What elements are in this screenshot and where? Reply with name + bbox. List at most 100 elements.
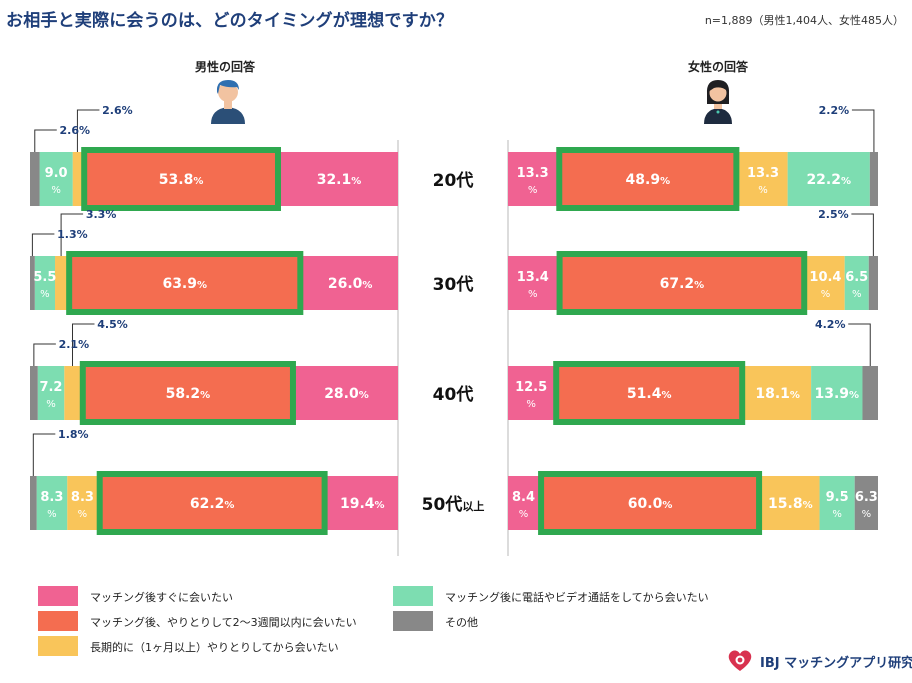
callout-leader-line — [851, 213, 874, 256]
bar-segment-other — [868, 256, 878, 310]
bar-segment-immediately — [326, 476, 398, 530]
value-label: 26.0% — [328, 276, 373, 292]
value-label: 32.1% — [317, 172, 362, 188]
value-label: 28.0% — [324, 386, 369, 402]
value-label: 8.3 — [71, 490, 94, 505]
value-label: 62.2% — [190, 496, 235, 512]
callout-value-label: 3.3% — [86, 208, 117, 221]
male-column-heading: 男性の回答 — [194, 60, 256, 74]
bar-segment-long-term — [55, 256, 68, 310]
value-unit-label: % — [519, 509, 529, 520]
bar-segment-immediately — [294, 366, 398, 420]
value-unit-label: % — [526, 399, 536, 410]
value-label: 6.3 — [855, 490, 878, 505]
value-unit-label: % — [862, 509, 872, 520]
bar-segment-other — [30, 152, 40, 206]
bar-segment-other — [30, 256, 35, 310]
sample-size-note: n=1,889（男性1,404人、女性485人） — [704, 14, 904, 27]
callout-value-label: 1.8% — [58, 428, 89, 441]
bar-segment-immediately — [508, 366, 555, 420]
bar-segment-after-call — [39, 152, 73, 206]
highlight-frame — [556, 147, 740, 211]
value-label: 58.2% — [166, 386, 211, 402]
highlight-frame — [553, 361, 746, 425]
value-label: 13.4 — [517, 270, 549, 285]
value-label: 63.9% — [162, 276, 207, 292]
callout-value-label: 4.5% — [97, 318, 128, 331]
callout-leader-line — [60, 213, 84, 256]
age-category-label: 30代 — [433, 274, 474, 295]
bar-segment-long-term — [738, 152, 788, 206]
heart-logo-icon — [728, 650, 752, 671]
bar-segment-after-call — [34, 256, 56, 310]
bar-segment-within-2-3-weeks — [539, 476, 762, 530]
callout-leader-line — [848, 323, 871, 366]
value-label: 60.0% — [628, 496, 673, 512]
value-unit-label: % — [758, 185, 768, 196]
bar-segment-other — [869, 152, 878, 206]
bar-segment-after-call — [819, 476, 855, 530]
bar-segment-after-call — [811, 366, 863, 420]
callout-value-label: 2.1% — [59, 338, 90, 351]
bar-segment-after-call — [36, 476, 68, 530]
value-label: 51.4% — [627, 386, 672, 402]
highlight-frame — [79, 361, 296, 425]
bar-segment-immediately — [279, 152, 398, 206]
brand-name: IBJ マッチングアプリ研究室 — [760, 656, 912, 671]
value-label: 9.5 — [826, 490, 849, 505]
value-label: 18.1% — [755, 386, 800, 402]
value-unit-label: % — [46, 399, 56, 410]
value-label: 12.5 — [515, 380, 547, 395]
bar-segment-within-2-3-weeks — [80, 366, 295, 420]
callout-value-label: 4.2% — [815, 318, 846, 331]
female-person-icon — [704, 80, 732, 124]
legend-swatch-after-call — [393, 586, 433, 606]
highlight-frame — [538, 471, 763, 535]
value-unit-label: % — [528, 289, 538, 300]
female-column-heading: 女性の回答 — [687, 60, 749, 74]
value-label: 8.4 — [512, 490, 535, 505]
legend-swatch-immediately — [38, 586, 78, 606]
value-label: 19.4% — [340, 496, 385, 512]
value-unit-label: % — [51, 185, 61, 196]
bar-segment-after-call — [787, 152, 870, 206]
bar-segment-immediately — [508, 476, 540, 530]
legend-label-within-2-3-weeks: マッチング後、やりとりして2～3週間以内に会いたい — [90, 616, 357, 629]
bar-segment-other — [854, 476, 878, 530]
bar-segment-immediately — [508, 152, 558, 206]
bar-segment-within-2-3-weeks — [557, 152, 739, 206]
bar-segment-long-term — [744, 366, 812, 420]
value-label: 53.8% — [159, 172, 204, 188]
callout-value-label: 2.6% — [60, 124, 91, 137]
bar-segment-within-2-3-weeks — [97, 476, 327, 530]
value-label: 6.5 — [845, 270, 868, 285]
value-unit-label: % — [832, 509, 842, 520]
legend-swatch-long-term — [38, 636, 78, 656]
value-label: 13.3 — [747, 166, 779, 181]
highlight-frame — [556, 251, 808, 315]
legend-label-long-term: 長期的に（1ヶ月以上）やりとりしてから会いたい — [90, 641, 339, 654]
bar-segment-long-term — [72, 152, 83, 206]
age-category-label: 50代以上 — [422, 494, 485, 515]
age-category-label: 40代 — [433, 384, 474, 405]
value-unit-label: % — [852, 289, 862, 300]
brand: IBJ マッチングアプリ研究室 — [726, 647, 912, 673]
bar-segment-within-2-3-weeks — [82, 152, 280, 206]
legend-label-after-call: マッチング後に電話やビデオ通話をしてから会いたい — [445, 591, 709, 604]
bar-segment-after-call — [844, 256, 869, 310]
bar-segment-within-2-3-weeks — [67, 256, 303, 310]
legend-swatch-other — [393, 611, 433, 631]
callout-leader-line — [33, 343, 56, 366]
callout-leader-line — [72, 323, 95, 366]
legend-label-other: その他 — [445, 616, 478, 629]
callout-leader-line — [32, 433, 56, 476]
value-unit-label: % — [821, 289, 831, 300]
age-category-label: 20代 — [433, 170, 474, 191]
highlight-frame — [66, 251, 304, 315]
value-label: 13.9% — [814, 386, 859, 402]
callout-leader-line — [76, 109, 100, 152]
value-label: 15.8% — [768, 496, 813, 512]
bar-segment-other — [862, 366, 878, 420]
bar-segment-immediately — [302, 256, 398, 310]
